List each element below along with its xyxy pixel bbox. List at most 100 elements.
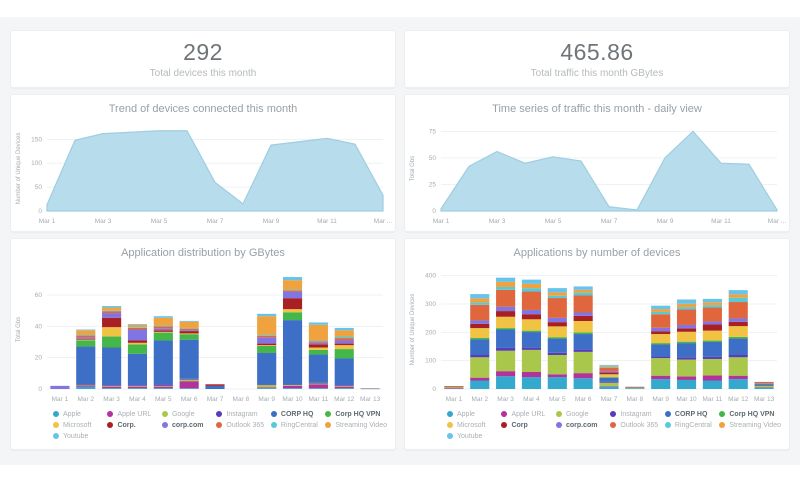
bar-segment[interactable] [76, 384, 96, 386]
bar-segment[interactable] [599, 374, 619, 378]
legend-item-outlook-365[interactable]: Outlook 365 [216, 420, 270, 430]
bar-segment[interactable] [334, 336, 354, 339]
bar-segment[interactable] [599, 367, 619, 372]
bar-segment[interactable] [257, 345, 277, 353]
bar-segment[interactable] [676, 341, 697, 344]
legend-item-corp-hq[interactable]: CORP HQ [270, 409, 325, 419]
bar-segment[interactable] [127, 340, 148, 343]
bar-segment[interactable] [470, 377, 490, 381]
bar-segment[interactable] [728, 336, 748, 339]
bar-segment[interactable] [496, 376, 516, 389]
bar-segment[interactable] [728, 375, 748, 380]
bar-segment[interactable] [470, 304, 490, 321]
bar-segment[interactable] [308, 344, 328, 348]
bar-segment[interactable] [599, 366, 619, 368]
bar-segment[interactable] [754, 384, 774, 386]
bar-segment[interactable] [257, 387, 277, 389]
bar-segment[interactable] [573, 378, 593, 389]
bar-segment[interactable] [282, 312, 303, 321]
bar-segment[interactable] [599, 381, 619, 383]
bar-segment[interactable] [573, 292, 593, 296]
bar-segment[interactable] [282, 320, 303, 385]
bar-segment[interactable] [573, 295, 593, 313]
bar-segment[interactable] [470, 320, 490, 324]
bar-segment[interactable] [521, 372, 542, 378]
bar-segment[interactable] [547, 326, 567, 338]
bar-segment[interactable] [153, 340, 173, 385]
bar-segment[interactable] [179, 320, 199, 322]
bar-segment[interactable] [702, 324, 722, 331]
bar-segment[interactable] [127, 342, 148, 345]
bar-segment[interactable] [521, 347, 542, 350]
bar-segment[interactable] [102, 307, 122, 311]
bar-segment[interactable] [153, 328, 173, 331]
bar-segment[interactable] [308, 383, 328, 385]
bar-segment[interactable] [547, 298, 567, 318]
bar-segment[interactable] [153, 326, 173, 329]
bar-segment[interactable] [547, 377, 567, 389]
bar-segment[interactable] [257, 337, 277, 344]
bar-segment[interactable] [573, 349, 593, 352]
bar-segment[interactable] [676, 324, 697, 329]
bar-segment[interactable] [179, 334, 199, 340]
bar-segment[interactable] [179, 388, 199, 389]
bar-segment[interactable] [334, 330, 354, 337]
bar-segment[interactable] [651, 311, 671, 315]
bar-segment[interactable] [547, 374, 567, 378]
bar-segment[interactable] [282, 289, 303, 291]
bar-segment[interactable] [599, 382, 619, 387]
bar-segment[interactable] [702, 375, 722, 381]
bar-segment[interactable] [754, 383, 774, 384]
bar-segment[interactable] [153, 386, 173, 389]
bar-segment[interactable] [521, 309, 542, 315]
bar-segment[interactable] [625, 387, 645, 389]
bar-segment[interactable] [470, 323, 490, 329]
bar-segment[interactable] [728, 379, 748, 389]
bar-segment[interactable] [102, 317, 122, 328]
bar-segment[interactable] [102, 336, 122, 348]
bar-segment[interactable] [728, 321, 748, 327]
bar-segment[interactable] [334, 385, 354, 387]
bar-segment[interactable] [334, 343, 354, 346]
bar-segment[interactable] [334, 327, 354, 331]
bar-segment[interactable] [470, 328, 490, 338]
bar-segment[interactable] [179, 327, 199, 329]
bar-segment[interactable] [599, 377, 619, 382]
bar-segment[interactable] [547, 317, 567, 323]
bar-segment[interactable] [573, 315, 593, 321]
bar-segment[interactable] [127, 388, 148, 389]
bar-segment[interactable] [702, 298, 722, 303]
bar-segment[interactable] [334, 338, 354, 341]
bar-segment[interactable] [651, 309, 671, 312]
bar-segment[interactable] [76, 385, 96, 387]
bar-segment[interactable] [257, 334, 277, 336]
bar-segment[interactable] [496, 287, 516, 290]
bar-segment[interactable] [334, 385, 354, 386]
bar-segment[interactable] [470, 380, 490, 390]
bar-segment[interactable] [599, 377, 619, 378]
bar-segment[interactable] [127, 386, 148, 389]
bar-segment[interactable] [308, 382, 328, 384]
legend-item-streaming-video[interactable]: Streaming Video [325, 420, 387, 430]
bar-segment[interactable] [573, 321, 593, 333]
bar-segment[interactable] [76, 339, 96, 341]
bar-segment[interactable] [76, 334, 96, 336]
bar-segment[interactable] [573, 289, 593, 293]
bar-segment[interactable] [308, 341, 328, 343]
bar-segment[interactable] [308, 322, 328, 325]
bar-segment[interactable] [573, 373, 593, 379]
bar-segment[interactable] [521, 283, 542, 289]
bar-segment[interactable] [651, 331, 671, 335]
bar-segment[interactable] [496, 316, 516, 329]
bar-segment[interactable] [754, 381, 774, 383]
bar-segment[interactable] [179, 330, 199, 332]
bar-segment[interactable] [496, 277, 516, 282]
bar-segment[interactable] [754, 385, 774, 388]
legend-item-ringcentral[interactable]: RingCentral [664, 420, 719, 430]
bar-segment[interactable] [102, 385, 122, 387]
bar-segment[interactable] [728, 294, 748, 298]
bar-segment[interactable] [521, 377, 542, 389]
bar-segment[interactable] [282, 384, 303, 386]
bar-segment[interactable] [470, 294, 490, 299]
bar-segment[interactable] [102, 310, 122, 312]
